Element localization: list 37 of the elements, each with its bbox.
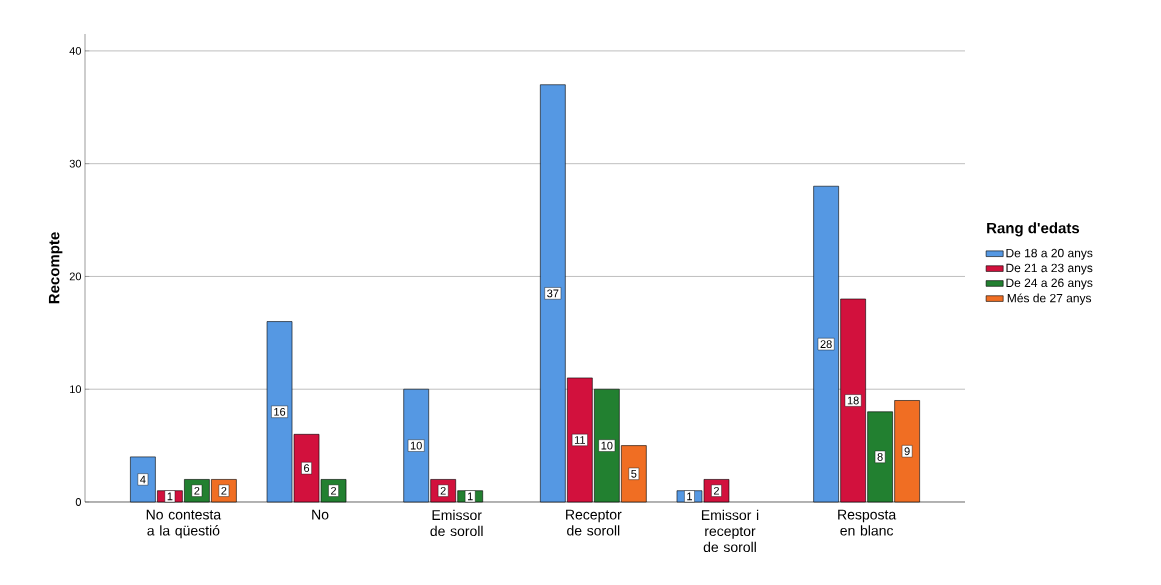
data-label: 11: [574, 436, 586, 444]
legend-label: De 18 a 20 anys: [1006, 248, 1093, 260]
data-label: 2: [440, 486, 446, 495]
legend-label: De 21 a 23 anys: [1006, 263, 1093, 275]
data-label: 6: [304, 464, 310, 473]
legend-label: Més de 27 anys: [1007, 293, 1092, 305]
data-label: 1: [167, 492, 173, 501]
data-label: 28: [820, 340, 832, 348]
x-tick-label: Emissor i receptor de soroll: [701, 509, 759, 553]
data-label: 2: [194, 486, 200, 495]
y-tick-label: 0: [75, 498, 82, 506]
data-label: 9: [904, 447, 910, 456]
data-label: 10: [410, 441, 422, 450]
x-tick-label: No: [312, 509, 329, 520]
data-label: 8: [877, 453, 883, 461]
data-label: 4: [140, 475, 146, 484]
legend-label: De 24 a 26 anys: [1006, 278, 1093, 290]
data-label: 16: [274, 407, 286, 416]
x-tick-label: Emissor de soroll: [430, 509, 483, 537]
data-label: 37: [547, 289, 559, 298]
data-label: 1: [467, 492, 473, 501]
data-label: 2: [331, 486, 337, 495]
data-label: 10: [601, 441, 613, 450]
x-tick-label: Resposta en blanc: [838, 509, 897, 536]
data-label: 1: [687, 492, 693, 501]
data-label: 18: [847, 396, 859, 405]
y-tick-label: 40: [69, 47, 82, 55]
data-label: 2: [713, 486, 719, 495]
data-label: 2: [221, 486, 227, 495]
x-tick-label: No contesta a la qüestió: [146, 509, 222, 539]
data-label: 5: [631, 469, 637, 478]
legend-title: Rang d'edats: [987, 222, 1080, 237]
x-tick-label: Receptor de soroll: [566, 509, 622, 536]
y-tick-label: 20: [69, 272, 82, 281]
y-tick-label: 10: [70, 385, 82, 394]
y-tick-label: 30: [69, 159, 82, 168]
y-axis-title: Recompte: [48, 232, 63, 304]
